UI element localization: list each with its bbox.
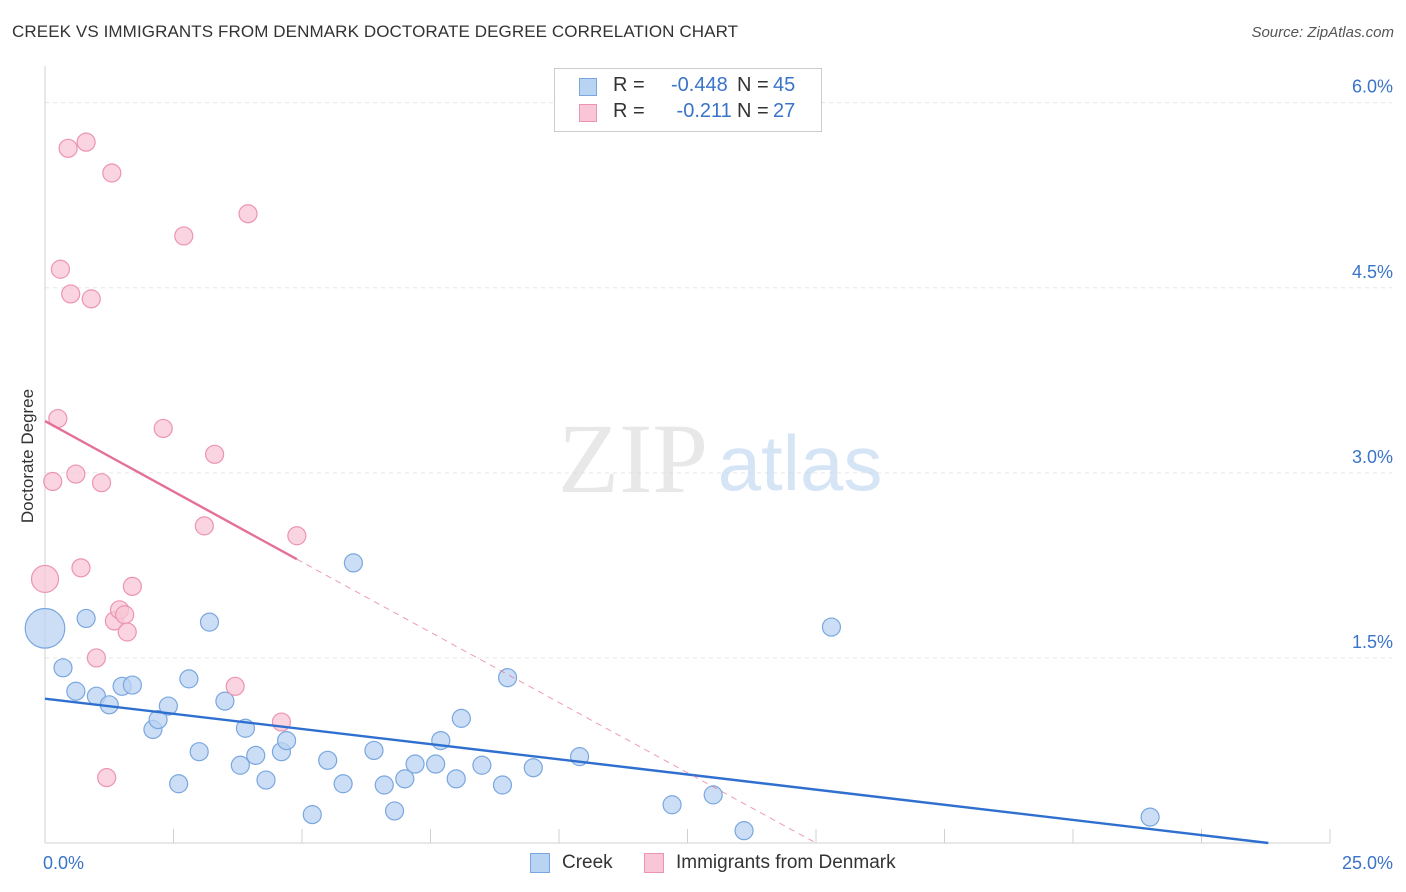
- denmark-point: [66, 464, 86, 484]
- creek-point: [66, 681, 86, 701]
- creek-point: [256, 770, 276, 790]
- denmark-point: [50, 259, 71, 279]
- creek-point: [333, 774, 353, 794]
- denmark-point: [194, 516, 214, 536]
- n-label: N =: [737, 74, 769, 96]
- r-value: -0.211: [671, 100, 732, 122]
- creek-point: [498, 668, 518, 688]
- chart-title: CREEK VS IMMIGRANTS FROM DENMARK DOCTORA…: [12, 22, 739, 41]
- x-tick-label: 0.0%: [43, 853, 84, 873]
- creek-point: [374, 775, 394, 795]
- y-tick-label: 4.5%: [1352, 262, 1393, 282]
- denmark-trend-line: [44, 419, 298, 561]
- creek-trend-line: [44, 697, 1269, 845]
- denmark-point: [97, 768, 117, 788]
- r-value: -0.448: [671, 74, 728, 96]
- r-label: R =: [613, 100, 645, 122]
- denmark-point: [58, 138, 78, 158]
- x-tick-label: 25.0%: [1342, 853, 1393, 873]
- creek-point: [821, 617, 842, 637]
- y-tick-label: 6.0%: [1352, 77, 1393, 97]
- creek-point: [189, 742, 209, 762]
- creek-legend-swatch: [530, 853, 550, 873]
- denmark-point: [117, 622, 137, 642]
- denmark-swatch: [579, 104, 597, 122]
- creek-point: [426, 754, 446, 774]
- creek-point: [451, 708, 471, 728]
- creek-point: [1140, 807, 1160, 827]
- denmark-point: [174, 226, 194, 246]
- creek-point: [662, 795, 682, 815]
- denmark-point: [61, 284, 81, 304]
- creek-point: [199, 612, 220, 632]
- creek-point: [230, 755, 250, 775]
- creek-point: [53, 658, 73, 678]
- watermark-atlas: atlas: [718, 419, 883, 507]
- denmark-legend-label: Immigrants from Denmark: [676, 852, 896, 873]
- creek-legend-label: Creek: [562, 852, 613, 873]
- creek-point: [215, 691, 235, 711]
- r-label: R =: [613, 74, 645, 96]
- n-label: N =: [737, 100, 769, 122]
- watermark-zip: ZIP: [558, 403, 708, 514]
- denmark-point: [91, 473, 112, 493]
- creek-point: [343, 553, 363, 573]
- denmark-point: [86, 648, 107, 668]
- creek-point: [384, 801, 405, 821]
- creek-point: [318, 750, 338, 770]
- creek-point: [122, 675, 142, 695]
- denmark-point: [153, 418, 173, 439]
- creek-point: [276, 730, 297, 751]
- denmark-point: [238, 204, 258, 224]
- denmark-point: [81, 289, 101, 309]
- denmark-point: [115, 605, 135, 625]
- creek-point: [169, 774, 189, 794]
- denmark-trend-extension: [296, 558, 817, 844]
- n-value: 45: [773, 74, 796, 96]
- creek-swatch: [579, 78, 597, 96]
- y-tick-label: 1.5%: [1352, 632, 1393, 652]
- denmark-point: [43, 471, 63, 492]
- creek-point: [446, 769, 466, 789]
- correlation-legend: R = -0.448 N = 45 R = -0.211 N = 27: [554, 68, 822, 132]
- denmark-point: [225, 676, 245, 696]
- denmark-point: [76, 132, 96, 152]
- y-tick-label: 3.0%: [1352, 447, 1393, 467]
- y-axis-label: Doctorate Degree: [18, 388, 37, 524]
- creek-point: [302, 805, 322, 825]
- creek-point: [179, 669, 199, 689]
- source-label: Source: ZipAtlas.com: [1251, 24, 1394, 41]
- creek-point: [703, 785, 723, 805]
- creek-point: [364, 740, 384, 761]
- creek-point: [492, 775, 513, 795]
- creek-point: [734, 821, 754, 841]
- denmark-legend-swatch: [644, 853, 664, 873]
- creek-point: [472, 755, 492, 775]
- creek-point: [395, 769, 415, 789]
- creek-point: [158, 696, 178, 716]
- denmark-point: [122, 576, 142, 596]
- denmark-point: [287, 526, 307, 546]
- creek-point: [24, 607, 66, 649]
- creek-point: [246, 745, 266, 765]
- denmark-point: [30, 564, 60, 594]
- creek-point: [76, 608, 96, 629]
- denmark-point: [205, 444, 225, 464]
- denmark-point: [102, 163, 122, 183]
- creek-point: [405, 754, 425, 774]
- n-value: 27: [773, 100, 796, 122]
- denmark-point: [71, 558, 91, 578]
- creek-point: [523, 758, 543, 778]
- creek-point: [148, 710, 168, 730]
